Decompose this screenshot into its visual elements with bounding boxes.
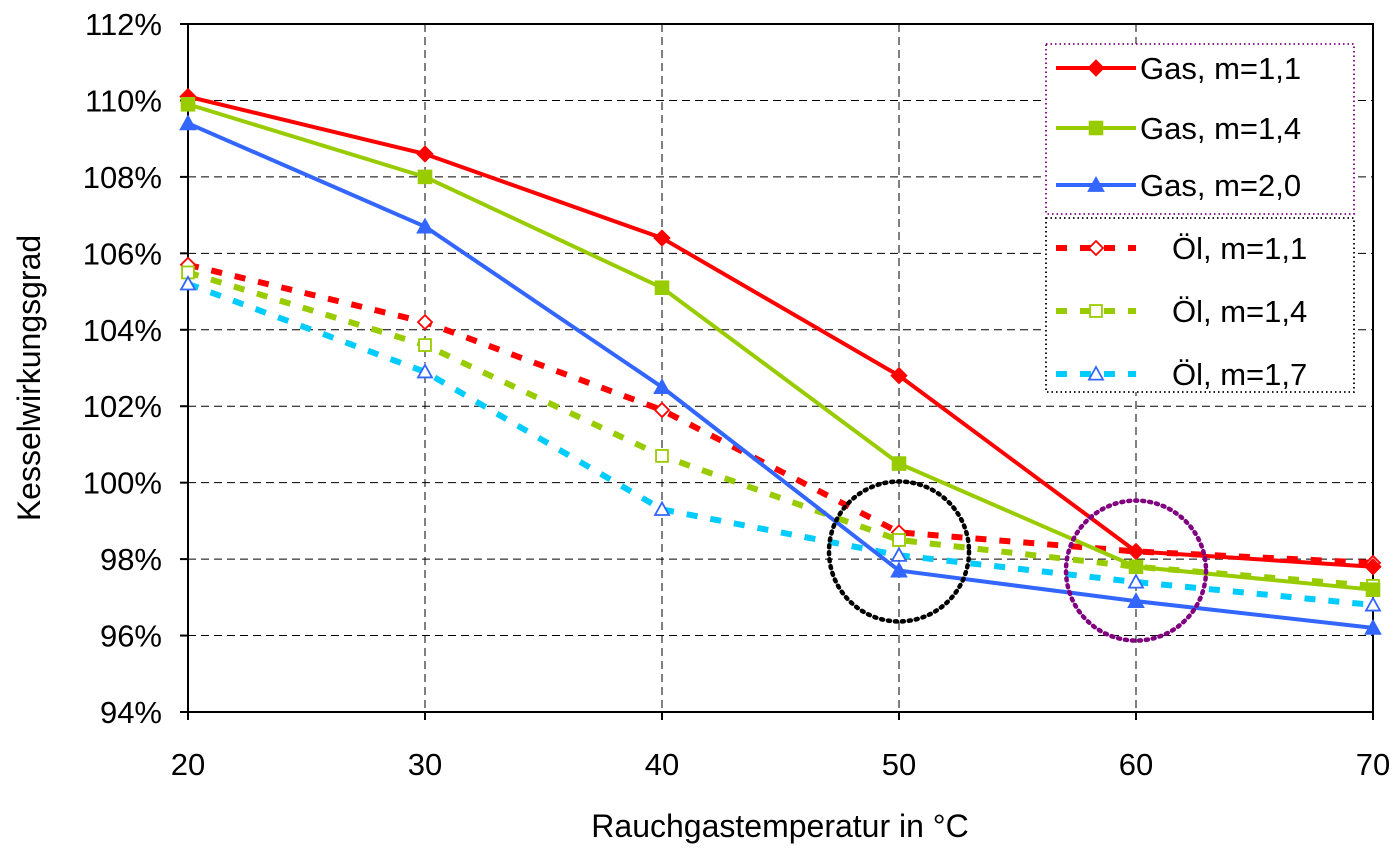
data-point-marker <box>1127 592 1145 609</box>
y-axis-ticks: 94% 96% 98% 100% 102% 104% 106% 108% 110% 112% <box>83 7 188 730</box>
data-point-marker <box>654 280 670 296</box>
y-tick-label: 104% <box>83 313 162 348</box>
data-point-marker <box>1087 239 1105 257</box>
legend-label: Gas, m=1,1 <box>1140 51 1301 86</box>
legend-item: Öl, m=1,1 <box>1056 231 1307 266</box>
legend-label: Gas, m=1,4 <box>1140 111 1301 146</box>
x-axis-label: Rauchgastemperatur in °C <box>591 808 968 844</box>
y-tick-label: 94% <box>100 695 162 730</box>
data-point-marker <box>1087 365 1105 381</box>
data-point-marker <box>179 114 197 131</box>
legend-label: Öl, m=1,1 <box>1172 231 1307 266</box>
data-point-marker <box>416 217 434 234</box>
data-point-marker <box>890 366 908 385</box>
series-1 <box>180 96 1381 597</box>
legend-item: Gas, m=1,4 <box>1056 111 1301 146</box>
y-tick-label: 102% <box>83 389 162 424</box>
series-0 <box>179 87 1382 576</box>
y-tick-label: 106% <box>83 236 162 271</box>
legend-label: Öl, m=1,7 <box>1172 357 1307 392</box>
x-tick-label: 30 <box>408 747 442 782</box>
data-point-marker <box>1365 582 1381 597</box>
data-point-marker <box>890 546 908 562</box>
series-2 <box>179 114 1382 635</box>
legend-label: Gas, m=2,0 <box>1140 168 1301 203</box>
annotation-circle <box>1063 498 1209 643</box>
data-point-marker <box>1128 559 1144 575</box>
data-point-marker <box>653 500 671 516</box>
data-point-marker <box>416 145 434 163</box>
data-point-marker <box>1088 120 1104 136</box>
data-point-marker <box>890 561 908 578</box>
legend: Gas, m=1,1 Gas, m=1,4 Gas, m=2,0 Öl, m=1,1 Ö… <box>1045 43 1355 393</box>
data-point-marker <box>179 275 197 291</box>
y-tick-label: 112% <box>85 7 162 42</box>
data-point-marker <box>1364 558 1382 576</box>
x-tick-label: 50 <box>882 747 916 782</box>
annotation-layer <box>826 479 1209 643</box>
series-layer <box>179 87 1382 635</box>
annotation-circle <box>826 479 972 624</box>
data-point-marker <box>1087 175 1105 192</box>
y-axis-label: Kesselwirkungsgrad <box>11 235 47 521</box>
data-point-marker <box>653 229 671 247</box>
data-point-marker <box>416 313 434 331</box>
y-tick-label: 96% <box>100 619 162 654</box>
data-point-marker <box>1089 304 1103 318</box>
x-tick-label: 70 <box>1356 747 1390 782</box>
x-tick-label: 60 <box>1119 747 1153 782</box>
legend-item: Gas, m=2,0 <box>1056 168 1301 203</box>
y-tick-label: 110% <box>85 83 162 118</box>
series-5 <box>179 275 1382 612</box>
data-point-marker <box>1364 618 1382 635</box>
legend-label: Öl, m=1,4 <box>1172 294 1307 329</box>
data-point-marker <box>180 96 196 112</box>
data-point-marker <box>653 401 671 419</box>
series-line <box>187 94 1374 569</box>
legend-item: Öl, m=1,4 <box>1056 294 1307 329</box>
data-point-marker <box>1127 573 1145 589</box>
x-tick-label: 20 <box>171 747 205 782</box>
x-tick-label: 40 <box>645 747 679 782</box>
series-line <box>187 121 1374 630</box>
data-point-marker <box>1364 596 1382 612</box>
data-point-marker <box>892 533 906 547</box>
series-line <box>187 102 1374 592</box>
legend-item: Gas, m=1,1 <box>1056 51 1301 86</box>
legend-item: Öl, m=1,7 <box>1056 357 1307 392</box>
data-point-marker <box>653 378 671 395</box>
data-point-marker <box>416 362 434 379</box>
data-point-marker <box>655 449 669 463</box>
data-point-marker <box>891 456 907 471</box>
y-tick-label: 108% <box>83 160 162 195</box>
data-point-marker <box>1087 59 1105 77</box>
plot-area-frame <box>187 23 1374 713</box>
x-axis-ticks: 20 30 40 50 60 70 <box>171 712 1390 782</box>
data-point-marker <box>418 338 432 352</box>
y-tick-label: 100% <box>83 466 162 501</box>
y-tick-label: 98% <box>100 542 162 577</box>
data-point-marker <box>417 169 433 185</box>
